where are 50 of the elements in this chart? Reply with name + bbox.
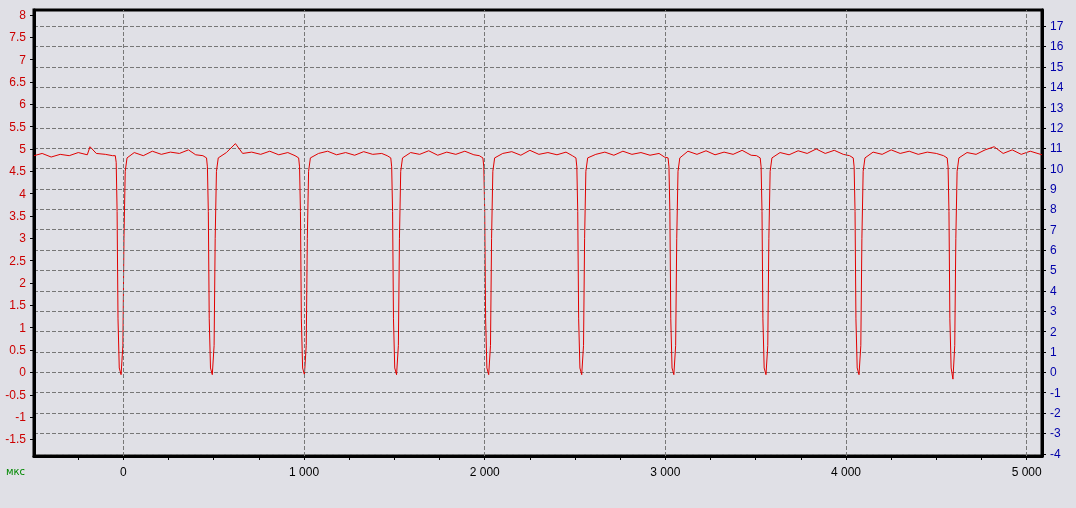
y-tick-label: -1 [15, 410, 27, 425]
y-tick-label: 0.5 [9, 343, 27, 358]
y-tick-label: 1 [19, 320, 27, 335]
y-tick-label: 6.5 [9, 74, 27, 89]
y-tick-label: 5.5 [9, 119, 27, 134]
line-series [33, 143, 1043, 380]
y2-tick-label: -2 [1050, 406, 1061, 421]
x-tick-label: 2 000 [469, 465, 501, 479]
y2-tick-label: -1 [1050, 385, 1061, 400]
x-tick-label: 4 000 [830, 465, 862, 479]
y2-tick-label: 4 [1050, 283, 1057, 298]
y2-tick-label: 2 [1050, 324, 1057, 339]
y2-tick-label: 11 [1050, 141, 1063, 156]
x-tick-label: 0 [120, 465, 128, 479]
y2-tick-label: 5 [1050, 263, 1057, 278]
y-tick-label: 7.5 [9, 30, 27, 45]
y-tick-label: 2 [19, 276, 27, 291]
y2-tick-label: 15 [1050, 59, 1064, 74]
y2-tick-label: -4 [1050, 446, 1061, 461]
x-tick-label: 1 000 [289, 465, 320, 479]
y2-tick-label: 0 [1050, 365, 1057, 380]
y-tick-label: -0.5 [5, 387, 27, 402]
y2-tick-label: 3 [1050, 304, 1057, 319]
y-tick-label: 8 [19, 7, 27, 22]
y-tick-label: 3 [19, 231, 27, 246]
x-tick-label: 5 000 [1011, 465, 1042, 479]
y2-tick-label: 6 [1050, 243, 1057, 258]
y-tick-label: 3.5 [9, 209, 27, 224]
y2-tick-label: 14 [1050, 80, 1064, 95]
x-axis-title: мкс [6, 465, 26, 477]
y-tick-label: 0 [19, 365, 27, 380]
y2-tick-label: 17 [1050, 19, 1064, 34]
y-tick-label: 4 [19, 186, 27, 201]
x-tick-label: 3 000 [650, 465, 681, 479]
y2-tick-label: -3 [1050, 426, 1061, 441]
y2-tick-label: 1 [1050, 344, 1057, 359]
y2-tick-label: 16 [1050, 39, 1064, 54]
y2-tick-label: 12 [1050, 120, 1064, 135]
y2-tick-label: 9 [1050, 182, 1057, 197]
y2-tick-label: 8 [1050, 202, 1057, 217]
y-tick-label: 2.5 [9, 253, 27, 268]
y2-tick-label: 7 [1050, 222, 1057, 237]
y-tick-label: 7 [19, 52, 27, 67]
y-tick-label: -1.5 [5, 432, 27, 447]
y2-tick-label: 13 [1050, 100, 1064, 115]
y2-tick-label: 10 [1050, 161, 1064, 176]
y-tick-label: 6 [19, 97, 27, 112]
y-tick-label: 5 [19, 141, 27, 156]
y-tick-label: 4.5 [9, 164, 27, 179]
y-tick-label: 1.5 [9, 298, 27, 313]
